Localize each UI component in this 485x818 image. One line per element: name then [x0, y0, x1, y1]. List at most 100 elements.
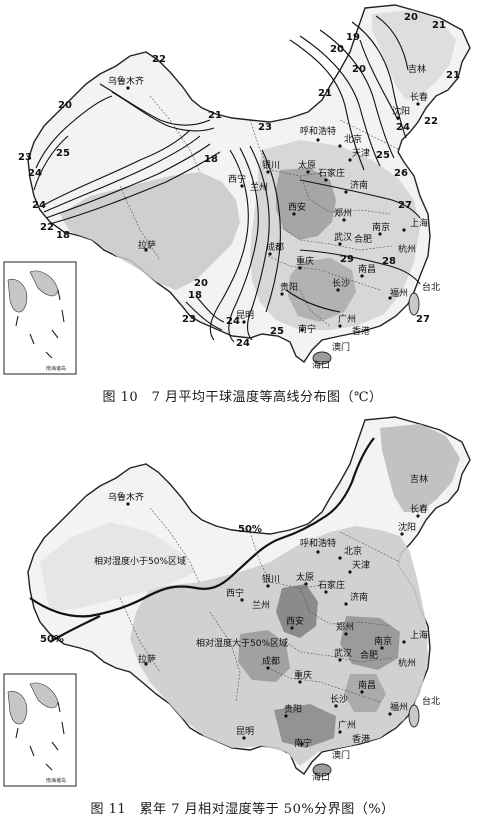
city-dots	[126, 86, 420, 332]
city-label: 天津	[352, 148, 370, 159]
city-label: 太原	[296, 571, 314, 583]
city-label: 西安	[288, 201, 306, 213]
city-label: 南京	[372, 221, 390, 233]
isotherm-label: 21	[318, 88, 332, 99]
isotherm-number-labels: 20 21 22 23 24 25 20 24 22 18 21 23 18 2…	[18, 12, 460, 349]
hainan-island	[312, 763, 332, 777]
city-label: 济南	[350, 179, 368, 191]
dry-northwest-shade	[40, 522, 196, 612]
central-dark-shade	[276, 168, 336, 240]
isotherm-label: 18	[188, 290, 202, 301]
city-label: 重庆	[294, 669, 312, 681]
isotherm-label: 20	[194, 278, 208, 289]
city-label: 澳门	[332, 749, 350, 761]
dark-region-jiangxi	[344, 674, 386, 712]
dark-region-east	[340, 616, 400, 670]
city-label: 济南	[350, 591, 368, 603]
city-label: 上海	[410, 217, 428, 229]
boundary-label: 50%	[238, 524, 262, 535]
city-label: 台北	[422, 281, 440, 293]
city-label: 郑州	[336, 621, 354, 633]
province-boundaries	[119, 507, 401, 703]
city-label: 兰州	[252, 599, 270, 611]
boundary-label: 50%	[40, 634, 64, 645]
figure-10-map: 20 21 22 23 24 25 20 24 22 18 21 23 18 2…	[0, 0, 485, 380]
city-label: 武汉	[334, 231, 352, 243]
city-label: 吉林	[410, 473, 428, 485]
south-dark-shade	[288, 258, 356, 322]
isotherm-label: 28	[382, 256, 396, 267]
city-label: 银川	[262, 573, 280, 585]
isotherm-label: 20	[404, 12, 418, 23]
dark-region-center	[276, 584, 318, 638]
city-label: 沈阳	[398, 521, 416, 533]
taiwan-island	[408, 704, 420, 728]
city-label: 西安	[286, 615, 304, 627]
city-label: 呼和浩特	[300, 125, 336, 137]
isotherm-lines	[33, 15, 421, 343]
city-label: 广州	[338, 313, 356, 325]
city-label: 银川	[262, 159, 280, 171]
isotherm-label: 25	[270, 326, 284, 337]
city-label: 贵阳	[284, 703, 302, 715]
isotherm-label: 27	[416, 314, 430, 325]
dark-region-south	[274, 704, 336, 748]
boundary-50-line-west	[49, 615, 101, 643]
isotherm-label: 22	[40, 222, 54, 233]
isotherm-label: 29	[340, 254, 354, 265]
city-label: 吉林	[408, 63, 426, 75]
city-label: 南宁	[298, 323, 316, 335]
isotherm-label: 24	[32, 200, 46, 211]
northeast-shade	[380, 424, 460, 512]
city-label: 福州	[390, 287, 408, 299]
city-label: 北京	[344, 133, 362, 145]
city-label: 成都	[266, 241, 284, 253]
city-label: 海口	[312, 771, 330, 783]
city-label: 北京	[344, 545, 362, 557]
isotherm-label: 24	[226, 316, 240, 327]
city-label: 拉萨	[138, 239, 156, 251]
isotherm-label: 25	[56, 148, 70, 159]
inset-caption: 南海诸岛	[46, 777, 66, 784]
city-label: 西宁	[226, 587, 244, 599]
boundary-50-line	[29, 437, 375, 618]
city-label: 南昌	[358, 679, 376, 691]
city-label: 沈阳	[392, 105, 410, 117]
city-label: 长沙	[332, 277, 350, 289]
city-label: 兰州	[250, 181, 268, 193]
city-label: 海口	[312, 359, 330, 371]
city-label: 长沙	[330, 693, 348, 705]
city-label: 杭州	[398, 243, 416, 255]
isotherm-label: 23	[18, 152, 32, 163]
city-label: 南京	[374, 635, 392, 647]
hainan-island	[312, 351, 332, 365]
isotherm-label: 20	[58, 100, 72, 111]
city-label: 广州	[338, 719, 356, 731]
figure-11-svg: 相对湿度小于50%区域 相对湿度大于50%区域 50% 50% 乌鲁木齐 呼和浩…	[3, 416, 471, 787]
city-label: 上海	[410, 629, 428, 641]
city-label: 乌鲁木齐	[108, 75, 144, 87]
city-label: 香港	[352, 325, 370, 337]
city-label: 澳门	[332, 341, 350, 353]
city-label: 武汉	[334, 647, 352, 659]
isotherm-label: 22	[152, 54, 166, 65]
isotherm-label: 22	[424, 116, 438, 127]
city-label: 成都	[262, 655, 280, 667]
isotherm-label: 27	[398, 200, 412, 211]
city-label: 乌鲁木齐	[108, 491, 144, 503]
figure-10-caption: 图 10 7 月平均干球温度等高线分布图（℃）	[102, 390, 383, 405]
city-label: 杭州	[398, 657, 416, 669]
taiwan-island	[408, 292, 420, 316]
city-label: 合肥	[354, 233, 372, 245]
city-label: 郑州	[334, 207, 352, 219]
isotherm-label: 23	[258, 122, 272, 133]
city-label: 南昌	[358, 263, 376, 275]
isotherm-label: 23	[182, 314, 196, 325]
city-label: 重庆	[296, 255, 314, 267]
figure-10-svg: 20 21 22 23 24 25 20 24 22 18 21 23 18 2…	[3, 4, 471, 375]
city-label: 拉萨	[138, 653, 156, 665]
city-label: 台北	[422, 695, 440, 707]
figure-11-map: 相对湿度小于50%区域 相对湿度大于50%区域 50% 50% 乌鲁木齐 呼和浩…	[0, 412, 485, 792]
city-dots	[126, 502, 420, 746]
